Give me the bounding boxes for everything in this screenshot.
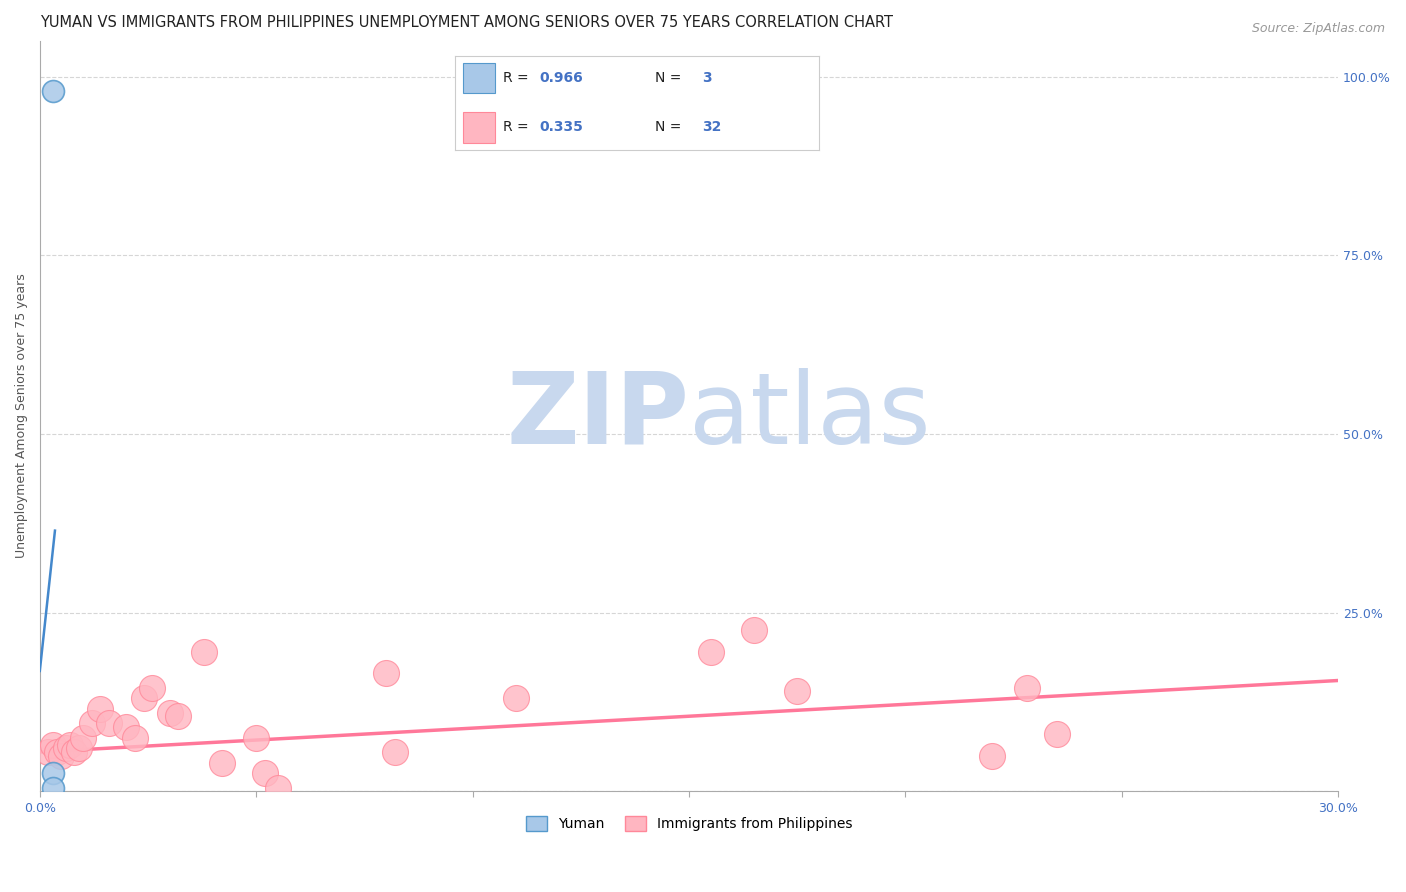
Point — [167, 709, 190, 723]
Point — [55, 741, 77, 756]
Point — [267, 780, 290, 795]
Point — [1015, 681, 1038, 695]
Point — [63, 745, 86, 759]
Point — [375, 666, 398, 681]
Point — [37, 745, 59, 759]
Point — [72, 731, 94, 745]
Text: YUMAN VS IMMIGRANTS FROM PHILIPPINES UNEMPLOYMENT AMONG SENIORS OVER 75 YEARS CO: YUMAN VS IMMIGRANTS FROM PHILIPPINES UNE… — [39, 15, 893, 30]
Point — [141, 681, 163, 695]
Point — [67, 741, 90, 756]
Point — [89, 702, 111, 716]
Point — [699, 645, 721, 659]
Point — [1046, 727, 1069, 741]
Point — [132, 691, 155, 706]
Point — [124, 731, 146, 745]
Point — [51, 748, 73, 763]
Text: atlas: atlas — [689, 368, 931, 465]
Point — [211, 756, 233, 770]
Y-axis label: Unemployment Among Seniors over 75 years: Unemployment Among Seniors over 75 years — [15, 274, 28, 558]
Point — [384, 745, 406, 759]
Point — [42, 738, 65, 752]
Point — [159, 706, 181, 720]
Legend: Yuman, Immigrants from Philippines: Yuman, Immigrants from Philippines — [520, 811, 858, 837]
Point — [59, 738, 82, 752]
Point — [42, 780, 65, 795]
Point — [253, 766, 276, 780]
Point — [193, 645, 215, 659]
Point — [742, 624, 765, 638]
Point — [42, 766, 65, 780]
Point — [505, 691, 527, 706]
Point — [245, 731, 267, 745]
Point — [981, 748, 1004, 763]
Point — [42, 84, 65, 98]
Point — [115, 720, 138, 734]
Text: ZIP: ZIP — [506, 368, 689, 465]
Text: Source: ZipAtlas.com: Source: ZipAtlas.com — [1251, 22, 1385, 36]
Point — [46, 745, 69, 759]
Point — [786, 684, 808, 698]
Point — [98, 716, 121, 731]
Point — [80, 716, 103, 731]
